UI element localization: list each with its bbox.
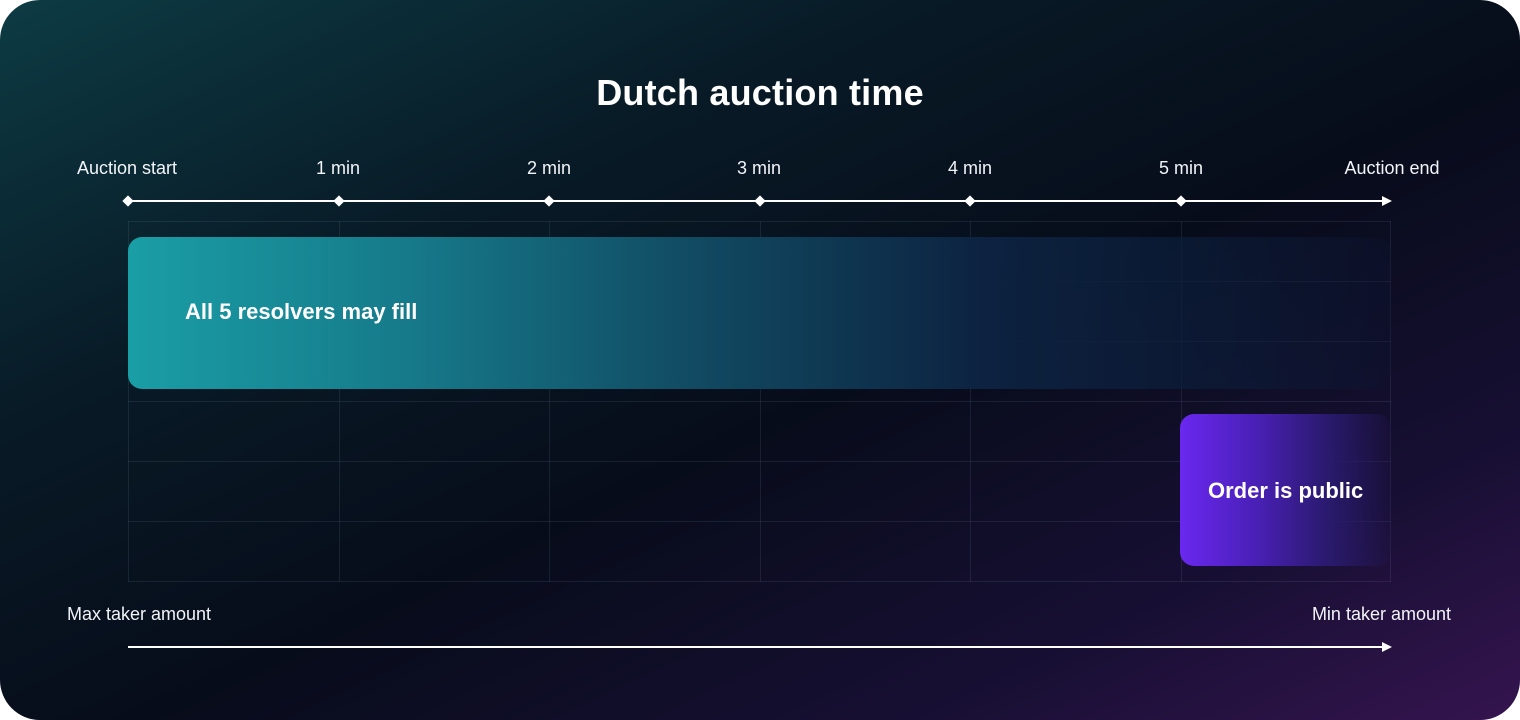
grid-vline bbox=[760, 221, 761, 582]
tick-marker-auction-start bbox=[122, 195, 134, 207]
resolvers-period-bar: All 5 resolvers may fill bbox=[128, 237, 1391, 389]
tick-label-auction-end: Auction end bbox=[1344, 158, 1440, 178]
tick-marker-5-min bbox=[1175, 195, 1187, 207]
grid-vline bbox=[128, 221, 129, 582]
tick-label-2-min: 2 min bbox=[526, 158, 572, 178]
tick-marker-2-min bbox=[543, 195, 555, 207]
amount-axis-line bbox=[128, 646, 1383, 648]
public-period-label: Order is public bbox=[1208, 478, 1364, 503]
grid-vline bbox=[339, 221, 340, 582]
tick-label-4-min: 4 min bbox=[947, 158, 993, 178]
resolvers-period-label: All 5 resolvers may fill bbox=[185, 299, 418, 324]
tick-label-auction-start: Auction start bbox=[76, 158, 178, 178]
grid-hline bbox=[128, 221, 1391, 222]
tick-marker-4-min bbox=[964, 195, 976, 207]
tick-label-1-min: 1 min bbox=[315, 158, 361, 178]
grid-hline bbox=[128, 581, 1391, 582]
grid-hline bbox=[128, 401, 1391, 402]
amount-label-min: Min taker amount bbox=[1311, 604, 1451, 624]
amount-axis-arrow-icon bbox=[1382, 642, 1392, 652]
diagram-title: Dutch auction time bbox=[596, 72, 924, 113]
tick-marker-3-min bbox=[754, 195, 766, 207]
grid-hline bbox=[128, 461, 1391, 462]
grid-vline bbox=[1390, 221, 1391, 582]
grid-vline bbox=[970, 221, 971, 582]
amount-label-max: Max taker amount bbox=[67, 604, 212, 624]
tick-label-5-min: 5 min bbox=[1158, 158, 1204, 178]
tick-label-3-min: 3 min bbox=[736, 158, 782, 178]
grid-vline bbox=[549, 221, 550, 582]
public-period-bar: Order is public bbox=[1180, 414, 1391, 566]
grid-vline bbox=[1181, 221, 1182, 582]
grid-hline bbox=[128, 521, 1391, 522]
time-axis-arrow-icon bbox=[1382, 196, 1392, 206]
tick-marker-1-min bbox=[333, 195, 345, 207]
